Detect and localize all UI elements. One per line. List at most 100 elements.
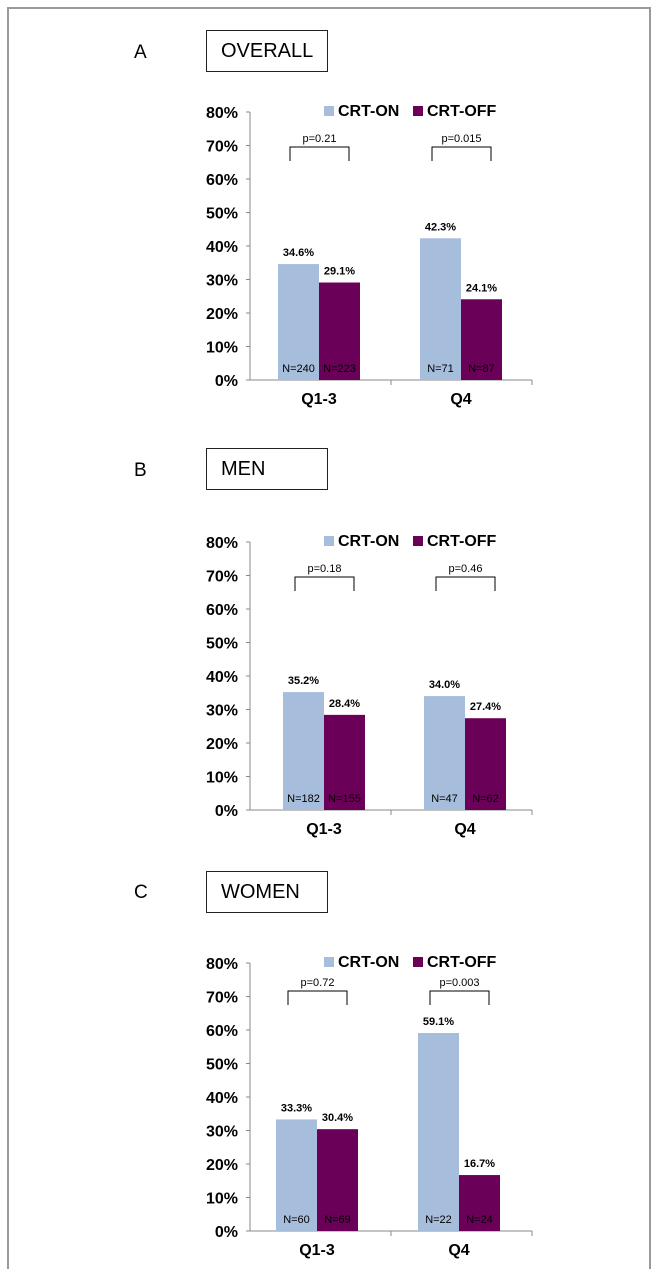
y-tick-label: 30% — [206, 703, 238, 720]
bar-crt-off — [461, 299, 502, 380]
y-tick-label: 10% — [206, 770, 238, 787]
y-tick-label: 40% — [206, 669, 238, 686]
legend-label-crt-on: CRT-ON — [338, 103, 399, 120]
y-tick-label: 50% — [206, 206, 238, 223]
bar-crt-off — [324, 714, 365, 810]
value-label: 42.3% — [425, 221, 456, 233]
n-label: N=182 — [287, 793, 320, 805]
p-value-bracket — [431, 146, 492, 161]
n-label: N=155 — [328, 793, 361, 805]
figure-frame — [7, 7, 651, 1269]
p-value-label: p=0.72 — [301, 977, 335, 989]
bar-crt-on — [278, 264, 319, 380]
p-value-bracket — [289, 146, 350, 161]
legend-swatch-crt-off — [413, 957, 423, 967]
legend-label-crt-off: CRT-OFF — [427, 533, 497, 550]
n-label: N=62 — [472, 793, 499, 805]
y-tick-label: 70% — [206, 990, 238, 1007]
chart-men: 0% 10% 20% 30% 40% 50% 60% 70% 80% 35.2% N=182 34.0… — [206, 533, 533, 838]
y-tick-label: 0% — [215, 373, 238, 390]
p-value-label: p=0.46 — [449, 563, 483, 575]
n-label: N=69 — [324, 1214, 351, 1226]
legend-label-crt-on: CRT-ON — [338, 533, 399, 550]
value-label: 35.2% — [288, 675, 319, 687]
y-tick-label: 40% — [206, 239, 238, 256]
n-label: N=47 — [431, 793, 458, 805]
legend-swatch-crt-off — [413, 536, 423, 546]
bar-crt-on — [283, 692, 324, 810]
y-tick-label: 80% — [206, 535, 238, 552]
p-value-label: p=0.015 — [441, 133, 481, 145]
bar-crt-on — [420, 238, 461, 380]
y-tick-label: 60% — [206, 1023, 238, 1040]
y-tick-label: 60% — [206, 172, 238, 189]
n-label: N=223 — [323, 363, 356, 375]
x-category-label: Q4 — [448, 1242, 469, 1259]
y-tick-label: 70% — [206, 139, 238, 156]
n-label: N=22 — [425, 1214, 452, 1226]
p-value-bracket — [287, 990, 348, 1005]
y-tick-label: 20% — [206, 306, 238, 323]
legend-label-crt-off: CRT-OFF — [427, 954, 497, 971]
p-value-bracket — [294, 576, 355, 591]
y-tick-label: 30% — [206, 273, 238, 290]
bar-crt-off — [459, 1175, 500, 1231]
bar-crt-off — [319, 282, 360, 380]
value-label: 34.0% — [429, 679, 460, 691]
panel-title: MEN — [206, 448, 328, 490]
x-category-label: Q1-3 — [299, 1242, 335, 1259]
bar-crt-on — [276, 1119, 317, 1231]
n-label: N=87 — [468, 363, 495, 375]
legend-swatch-crt-on — [324, 957, 334, 967]
n-label: N=60 — [283, 1214, 310, 1226]
value-label: 27.4% — [470, 701, 501, 713]
panel-letter: A — [134, 42, 147, 63]
value-label: 24.1% — [466, 282, 497, 294]
y-tick-label: 30% — [206, 1124, 238, 1141]
n-label: N=24 — [466, 1214, 493, 1226]
value-label: 33.3% — [281, 1102, 312, 1114]
y-tick-label: 70% — [206, 569, 238, 586]
panel-title: WOMEN — [206, 871, 328, 913]
value-label: 59.1% — [423, 1016, 454, 1028]
chart-overall: 0% 10% 20% 30% 40% 50% 60% 70% 80% 34.6% N=240 42.3… — [206, 103, 533, 408]
bar-crt-off — [465, 718, 506, 810]
y-tick-label: 50% — [206, 1057, 238, 1074]
value-label: 29.1% — [324, 266, 355, 278]
panel-title: OVERALL — [206, 30, 328, 72]
bar-crt-off — [317, 1129, 358, 1231]
value-label: 16.7% — [464, 1158, 495, 1170]
value-label: 34.6% — [283, 247, 314, 259]
p-value-bracket — [435, 576, 496, 591]
p-value-label: p=0.21 — [303, 133, 337, 145]
legend-label-crt-off: CRT-OFF — [427, 103, 497, 120]
y-tick-label: 0% — [215, 803, 238, 820]
bar-crt-on — [424, 696, 465, 810]
legend-swatch-crt-on — [324, 536, 334, 546]
x-category-label: Q4 — [450, 391, 471, 408]
x-category-label: Q1-3 — [306, 821, 342, 838]
chart-women: 0% 10% 20% 30% 40% 50% 60% 70% 80% 33.3% N=60 59.1%… — [206, 954, 533, 1259]
value-label: 30.4% — [322, 1112, 353, 1124]
y-tick-label: 10% — [206, 1191, 238, 1208]
y-tick-label: 20% — [206, 1157, 238, 1174]
n-label: N=71 — [427, 363, 454, 375]
x-category-label: Q1-3 — [301, 391, 337, 408]
panel-letter: B — [134, 460, 147, 481]
y-tick-label: 0% — [215, 1224, 238, 1241]
p-value-bracket — [429, 990, 490, 1005]
y-tick-label: 60% — [206, 602, 238, 619]
panel-letter: C — [134, 882, 148, 903]
y-tick-label: 10% — [206, 340, 238, 357]
legend-swatch-crt-on — [324, 106, 334, 116]
p-value-label: p=0.003 — [439, 977, 479, 989]
bar-crt-on — [418, 1033, 459, 1231]
legend-label-crt-on: CRT-ON — [338, 954, 399, 971]
x-category-label: Q4 — [454, 821, 475, 838]
n-label: N=240 — [282, 363, 315, 375]
y-tick-label: 20% — [206, 736, 238, 753]
p-value-label: p=0.18 — [308, 563, 342, 575]
y-tick-label: 80% — [206, 956, 238, 973]
y-tick-label: 40% — [206, 1090, 238, 1107]
value-label: 28.4% — [329, 698, 360, 710]
